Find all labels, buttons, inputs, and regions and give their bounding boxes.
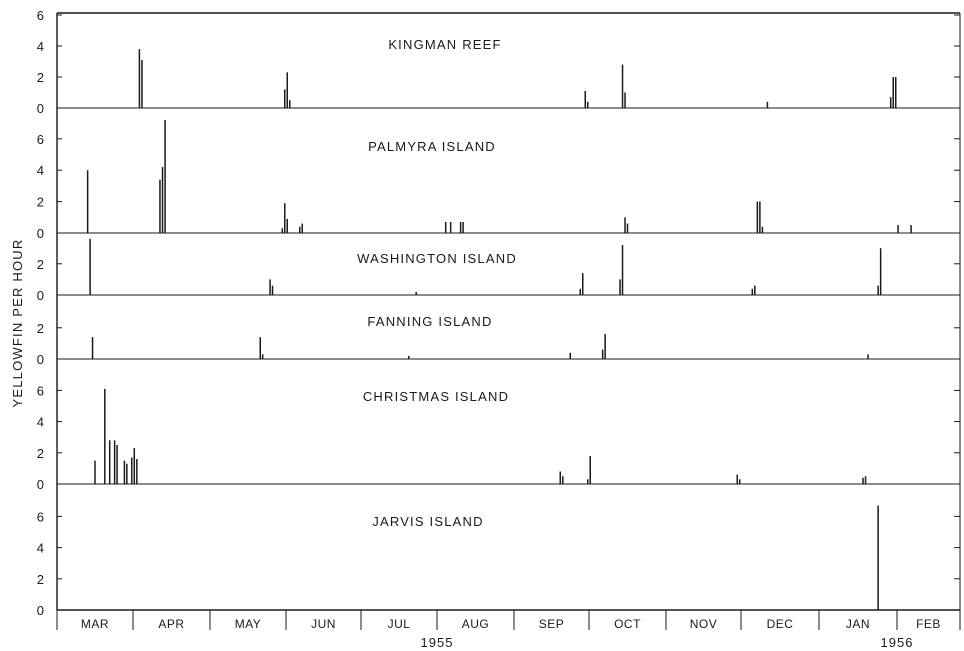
y-tick-label: 6	[37, 8, 44, 23]
month-label: APR	[158, 617, 184, 631]
panel: KINGMAN REEF 0 2 4 6	[37, 8, 960, 116]
month-label: MAY	[235, 617, 262, 631]
y-tick-label: 6	[37, 509, 44, 524]
panel-title: WASHINGTON ISLAND	[357, 251, 517, 266]
month-label: JUN	[311, 617, 336, 631]
y-tick-label: 0	[37, 288, 44, 303]
y-tick-label: 6	[37, 383, 44, 398]
year-label: 1956	[881, 635, 914, 650]
x-axis: MAR APR MAY JUN JUL AUG SEP OCT NOV DEC JAN FEB 1955…	[56, 610, 961, 650]
month-label: MAR	[81, 617, 109, 631]
chart-frame	[56, 12, 961, 611]
month-label: AUG	[462, 617, 490, 631]
panel: WASHINGTON ISLAND 0 2	[37, 238, 960, 303]
y-tick-label: 6	[37, 132, 44, 147]
panel-title: CHRISTMAS ISLAND	[363, 389, 509, 404]
panel-title: PALMYRA ISLAND	[368, 139, 496, 154]
y-tick-label: 2	[37, 572, 44, 587]
y-tick-label: 4	[37, 39, 44, 54]
y-tick-label: 0	[37, 603, 44, 618]
month-label: JAN	[846, 617, 870, 631]
y-axis-label: YELLOWFIN PER HOUR	[10, 239, 25, 408]
month-label: DEC	[767, 617, 794, 631]
year-label: 1955	[421, 635, 454, 650]
y-tick-label: 2	[37, 257, 44, 272]
y-tick-label: 2	[37, 70, 44, 85]
panel: PALMYRA ISLAND 0 2 4 6	[37, 119, 960, 241]
y-tick-label: 4	[37, 163, 44, 178]
panel-title: KINGMAN REEF	[388, 37, 501, 52]
y-tick-label: 2	[37, 446, 44, 461]
month-label: JUL	[388, 617, 411, 631]
chart-panels: KINGMAN REEF 0 2 4 6 PALMYRA ISLAND 0 2 4 6 WASHIN…	[37, 8, 960, 618]
month-label: OCT	[614, 617, 641, 631]
panel: CHRISTMAS ISLAND 0 2 4 6	[37, 383, 960, 492]
y-tick-label: 4	[37, 415, 44, 430]
panel: FANNING ISLAND 0 2	[37, 314, 960, 367]
y-tick-label: 0	[37, 101, 44, 116]
y-tick-label: 0	[37, 226, 44, 241]
y-tick-label: 4	[37, 541, 44, 556]
panel-title: JARVIS ISLAND	[372, 514, 483, 529]
panel: JARVIS ISLAND 0 2 4 6	[37, 505, 960, 618]
y-tick-label: 0	[37, 477, 44, 492]
y-tick-label: 2	[37, 321, 44, 336]
panel-title: FANNING ISLAND	[367, 314, 492, 329]
y-tick-label: 0	[37, 352, 44, 367]
month-label: FEB	[916, 617, 941, 631]
month-label: NOV	[690, 617, 718, 631]
y-tick-label: 2	[37, 195, 44, 210]
month-label: SEP	[539, 617, 565, 631]
